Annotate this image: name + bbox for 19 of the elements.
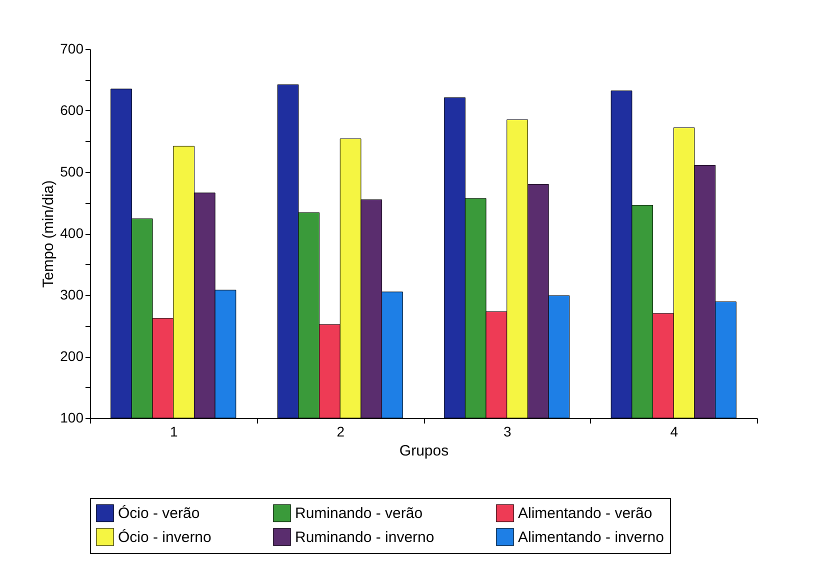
legend-label: Ócio - verão — [118, 504, 200, 522]
y-tick-label: 300 — [60, 286, 84, 302]
legend-label: Alimentando - verão — [518, 505, 652, 522]
y-tick-label: 100 — [60, 410, 84, 426]
legend-label: Ruminando - inverno — [295, 529, 434, 546]
y-tick-label: 600 — [60, 102, 84, 118]
legend-label: Alimentando - inverno — [518, 529, 664, 546]
y-tick-label: 500 — [60, 164, 84, 180]
x-tick-label: 3 — [503, 424, 512, 440]
x-tick-label: 1 — [170, 424, 178, 440]
y-axis-title: Tempo (min/dia) — [40, 180, 58, 288]
y-tick-label: 200 — [60, 348, 84, 364]
x-axis-title: Grupos — [399, 442, 449, 460]
y-tick-label: 400 — [60, 225, 84, 241]
x-tick-label: 4 — [670, 424, 678, 440]
legend-label: Ócio - inverno — [118, 528, 212, 546]
legend-label: Ruminando - verão — [295, 505, 423, 522]
y-tick-label: 700 — [60, 40, 84, 56]
x-tick-label: 2 — [336, 424, 345, 440]
